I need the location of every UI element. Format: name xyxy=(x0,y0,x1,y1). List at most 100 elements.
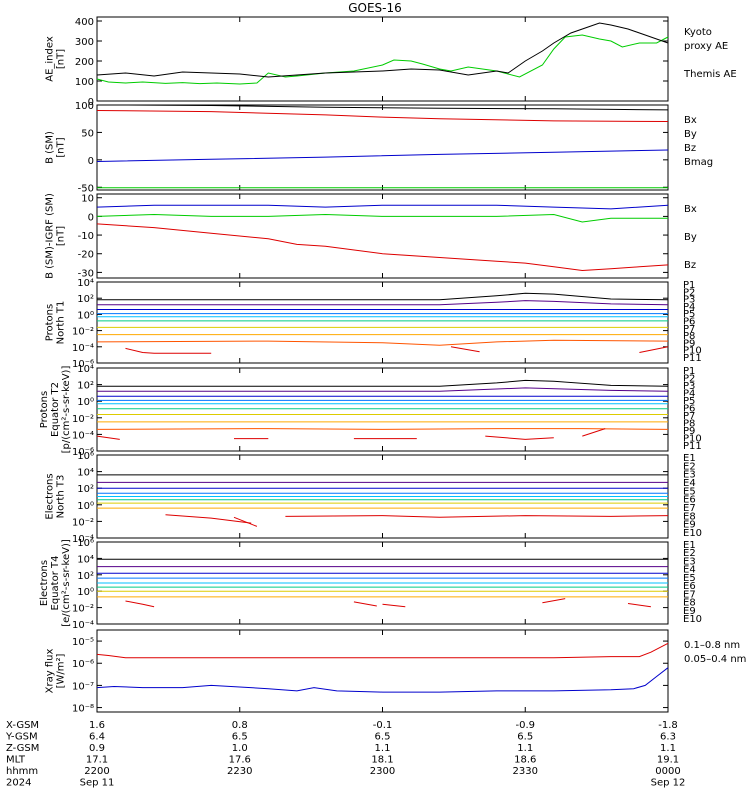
x-axis-tick-label: 18.6 xyxy=(514,755,536,766)
y-tick-label: 10⁴ xyxy=(77,554,94,565)
y-axis-label: Xray flux xyxy=(45,649,56,694)
y-tick-label: -50 xyxy=(78,183,94,194)
x-axis-tick-label: 0.8 xyxy=(232,720,248,731)
legend-entry: E5 xyxy=(683,486,696,497)
y-tick-label: 10² xyxy=(77,294,94,305)
series-line xyxy=(96,667,669,693)
x-axis-row-label: Z-GSM xyxy=(6,743,39,754)
y-tick-label: 400 xyxy=(75,17,94,28)
legend-entry: E7 xyxy=(683,503,696,514)
y-tick-label: 10⁻⁴ xyxy=(72,343,94,354)
legend-entry: E9 xyxy=(683,606,696,617)
x-axis-tick-label: 2200 xyxy=(84,766,109,777)
legend-entry: E4 xyxy=(683,478,696,489)
series-line xyxy=(96,149,669,162)
y-axis-label: B (SM) xyxy=(45,131,56,164)
x-axis-tick-label: 1.1 xyxy=(375,743,391,754)
legend-entry: E3 xyxy=(683,556,696,567)
legend-entry: E1 xyxy=(683,540,696,551)
legend-entry: E6 xyxy=(683,495,696,506)
y-tick-label: 10⁻⁴ xyxy=(72,534,94,545)
legend-entry: P9 xyxy=(683,426,695,437)
x-axis-tick-label: 18.1 xyxy=(371,755,393,766)
y-tick-label: 10⁰ xyxy=(77,587,94,598)
legend-entry: P5 xyxy=(683,309,695,320)
panel-frame xyxy=(96,104,669,191)
y-axis-label: Protons xyxy=(45,304,56,341)
y-axis-label: Equator T2 xyxy=(50,382,61,437)
series-line xyxy=(97,292,669,301)
legend-entry: P6 xyxy=(683,404,695,415)
legend-entry: proxy AE xyxy=(684,41,728,52)
series-line xyxy=(165,514,252,524)
legend-entry: E2 xyxy=(683,461,696,472)
y-axis-label: Equator T4 xyxy=(50,556,61,611)
legend-entry: E8 xyxy=(683,598,696,609)
legend-entry: P9 xyxy=(683,338,695,349)
x-axis-tick-label: 0.9 xyxy=(89,743,105,754)
series-line xyxy=(627,603,651,608)
y-tick-label: 10² xyxy=(77,571,94,582)
legend-entry: E4 xyxy=(683,565,696,576)
legend-entry: Themis AE xyxy=(683,69,737,80)
y-tick-label: 10⁻² xyxy=(72,327,94,338)
y-tick-label: 10⁶ xyxy=(77,538,94,549)
legend-entry: E9 xyxy=(683,520,696,531)
series-line xyxy=(485,435,554,440)
x-axis-row-label: hhmm xyxy=(6,766,38,777)
legend-entry: 0.1–0.8 nm xyxy=(684,640,740,651)
y-tick-label: 100 xyxy=(75,101,94,112)
x-axis-tick-label: 2330 xyxy=(513,766,538,777)
panel-frame xyxy=(96,16,669,102)
x-axis-tick-label: 19.1 xyxy=(657,755,679,766)
panel-frame xyxy=(96,629,669,713)
y-tick-label: 10² xyxy=(77,484,94,495)
series-line xyxy=(382,603,406,608)
y-tick-label: 50 xyxy=(81,128,94,139)
series-line xyxy=(96,34,669,85)
series-line xyxy=(285,515,669,518)
y-tick-label: 10⁻⁷ xyxy=(72,681,94,692)
x-axis-tick-label: 2300 xyxy=(370,766,395,777)
legend-entry: E8 xyxy=(683,511,696,522)
y-tick-label: 10⁻⁵ xyxy=(72,637,94,648)
legend-entry: E3 xyxy=(683,470,696,481)
y-tick-label: -10 xyxy=(78,231,94,242)
legend-entry: By xyxy=(684,232,697,243)
y-axis-label: [nT] xyxy=(56,137,67,157)
series-line xyxy=(96,223,669,272)
legend-entry: P10 xyxy=(683,434,702,445)
y-axis-label: Electrons xyxy=(45,473,56,519)
legend-entry: E6 xyxy=(683,581,696,592)
legend-entry: P8 xyxy=(683,419,695,430)
series-line xyxy=(96,428,669,430)
y-tick-label: 10² xyxy=(77,381,94,392)
series-line xyxy=(125,347,212,354)
y-tick-label: 10 xyxy=(81,194,94,205)
legend-entry: E2 xyxy=(683,548,696,559)
legend-entry: Bz xyxy=(684,143,696,154)
y-tick-label: 0 xyxy=(88,97,94,108)
legend-entry: P11 xyxy=(683,441,702,452)
y-tick-label: 10⁴ xyxy=(77,468,94,479)
y-tick-label: 10⁰ xyxy=(77,310,94,321)
legend-entry: P8 xyxy=(683,331,695,342)
series-line xyxy=(582,428,606,437)
legend-entry: E7 xyxy=(683,589,696,600)
series-line xyxy=(450,346,480,353)
legend-entry: E10 xyxy=(683,528,702,539)
legend-entry: P4 xyxy=(683,389,695,400)
panel-frame xyxy=(96,193,669,279)
x-axis-tick-label: 0000 xyxy=(655,766,680,777)
legend-entry: E5 xyxy=(683,573,696,584)
y-tick-label: 10⁰ xyxy=(77,397,94,408)
y-axis-label: Protons xyxy=(39,391,50,428)
legend-entry: P3 xyxy=(683,381,695,392)
y-tick-label: 10⁻⁴ xyxy=(72,430,94,441)
series-line xyxy=(542,598,566,604)
y-tick-label: 10⁻² xyxy=(72,414,94,425)
y-tick-label: 200 xyxy=(75,57,94,68)
legend-entry: P4 xyxy=(683,302,695,313)
legend-entry: P11 xyxy=(683,353,702,364)
